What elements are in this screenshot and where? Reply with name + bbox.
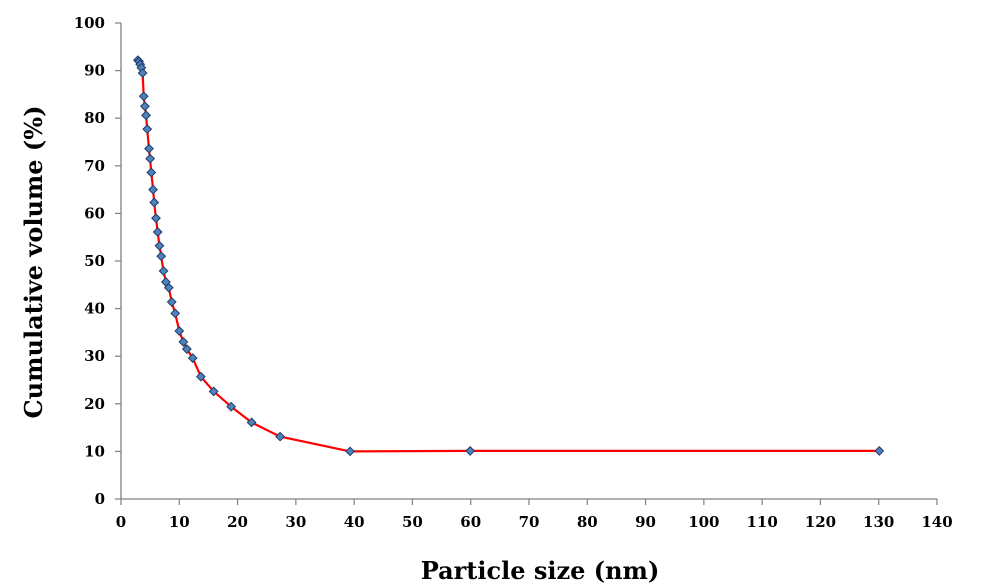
data-point — [151, 213, 161, 224]
y-tick-label: 0 — [95, 490, 105, 508]
data-point — [166, 297, 177, 307]
y-tick-label: 10 — [84, 442, 105, 460]
data-point — [141, 110, 151, 121]
x-tick-label: 70 — [519, 513, 540, 531]
data-point — [874, 446, 885, 456]
x-axis-title: Particle size (nm) — [421, 556, 660, 585]
data-point — [465, 446, 476, 456]
data-point — [146, 167, 157, 178]
data-point — [170, 308, 181, 319]
y-tick-label: 30 — [84, 347, 105, 365]
data-point — [345, 446, 355, 457]
x-axis-ticks: 0 10 20 30 40 50 60 70 80 90 100 110 120 130 140 — [116, 499, 953, 531]
x-tick-label: 60 — [460, 513, 481, 531]
data-point — [145, 153, 156, 164]
axes — [120, 23, 937, 500]
series-line — [137, 59, 880, 453]
y-tick-label: 20 — [84, 395, 105, 413]
x-tick-label: 130 — [863, 513, 894, 531]
data-point — [137, 68, 148, 78]
y-tick-label: 70 — [84, 157, 105, 175]
data-point — [158, 266, 169, 276]
data-point — [181, 344, 192, 354]
data-point — [138, 91, 149, 102]
y-tick-label: 50 — [84, 252, 105, 270]
data-point — [152, 227, 163, 237]
data-point — [195, 371, 206, 382]
data-point — [142, 124, 153, 135]
data-point — [174, 326, 185, 336]
y-tick-label: 40 — [84, 300, 105, 318]
data-point — [156, 251, 167, 262]
data-point — [144, 143, 154, 154]
y-tick-label: 90 — [84, 62, 105, 80]
x-tick-label: 120 — [805, 513, 836, 531]
x-tick-label: 10 — [169, 513, 190, 531]
y-tick-label: 80 — [84, 109, 105, 127]
data-point — [178, 337, 189, 347]
x-tick-label: 50 — [402, 513, 423, 531]
data-point — [154, 240, 165, 251]
x-tick-label: 110 — [746, 513, 777, 531]
x-tick-label: 40 — [344, 513, 365, 531]
x-tick-label: 30 — [285, 513, 306, 531]
data-point — [246, 417, 257, 428]
data-markers — [132, 55, 885, 457]
y-tick-label: 100 — [74, 14, 105, 32]
y-axis-ticks: 0 10 20 30 40 50 60 70 80 90 100 — [74, 14, 121, 508]
data-point — [275, 431, 286, 442]
x-tick-label: 100 — [688, 513, 719, 531]
x-tick-label: 80 — [577, 513, 598, 531]
data-point — [149, 197, 160, 208]
data-point — [163, 282, 174, 293]
x-tick-label: 0 — [116, 513, 126, 531]
x-tick-label: 140 — [921, 513, 952, 531]
data-point — [148, 184, 158, 195]
y-axis-title: Cumulative volume (%) — [19, 106, 48, 419]
x-tick-label: 20 — [227, 513, 248, 531]
y-tick-label: 60 — [84, 204, 105, 222]
data-point — [139, 101, 150, 112]
data-point — [226, 401, 237, 412]
data-point — [208, 386, 219, 397]
data-point — [187, 353, 198, 364]
x-tick-label: 90 — [635, 513, 656, 531]
